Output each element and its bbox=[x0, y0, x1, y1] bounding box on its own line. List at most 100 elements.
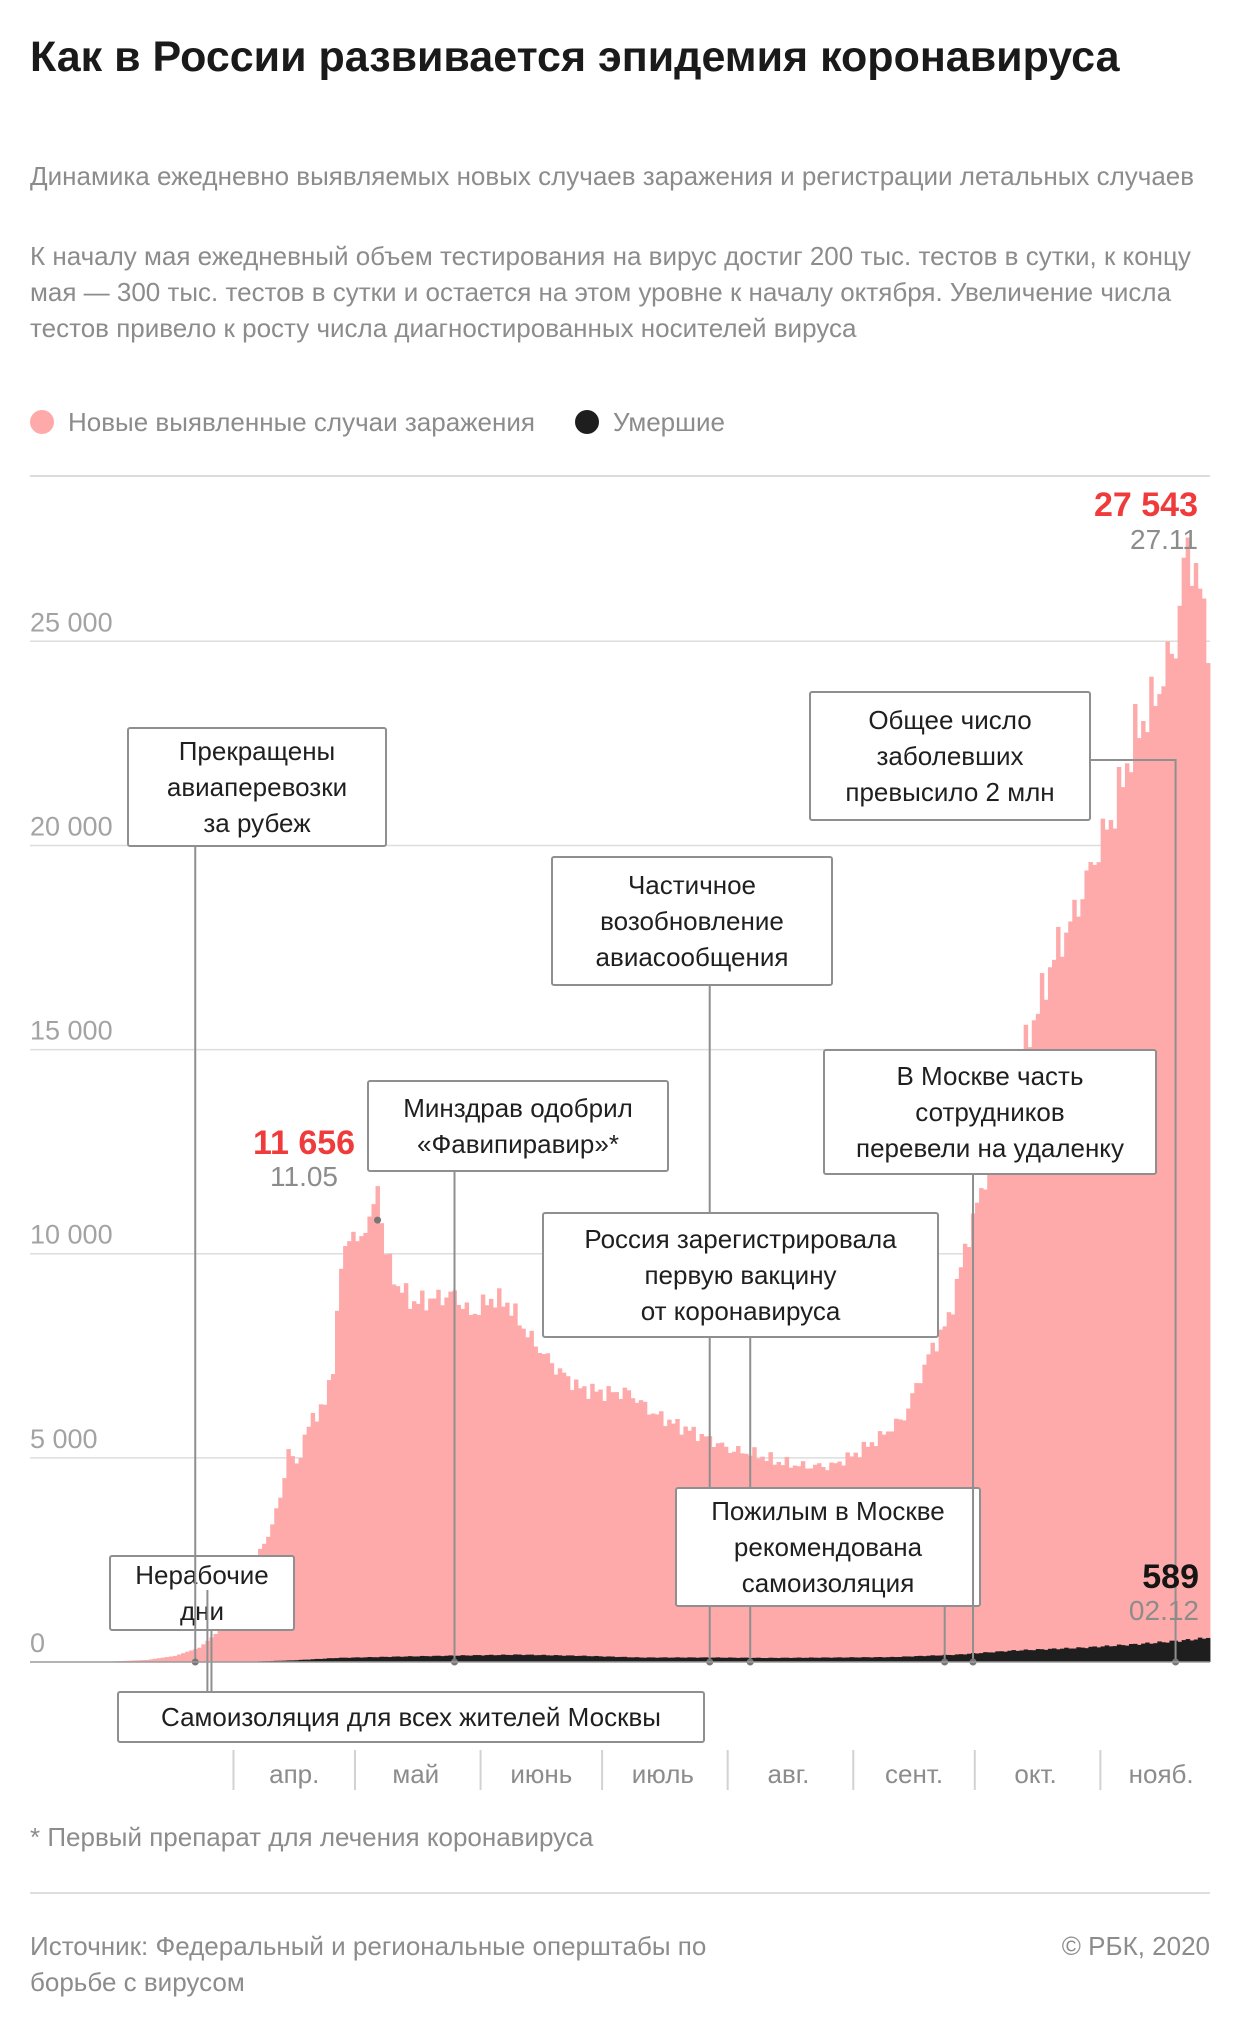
case-bar-25 bbox=[197, 1647, 202, 1662]
case-bar-109 bbox=[537, 1352, 542, 1662]
case-bar-135 bbox=[642, 1401, 648, 1662]
case-bar-136 bbox=[646, 1414, 652, 1662]
case-bar-267 bbox=[1177, 605, 1183, 1662]
death-bar-220 bbox=[987, 1652, 992, 1662]
case-bar-65 bbox=[359, 1236, 364, 1662]
case-bar-117 bbox=[569, 1390, 575, 1662]
death-bar-116 bbox=[565, 1655, 571, 1662]
case-bar-262 bbox=[1157, 694, 1162, 1662]
case-bar-271 bbox=[1193, 563, 1199, 1662]
case-bar-70 bbox=[379, 1223, 385, 1662]
death-bar-194 bbox=[881, 1657, 887, 1662]
death-bar-150 bbox=[703, 1657, 709, 1662]
death-bar-245 bbox=[1088, 1646, 1093, 1662]
annotation-box bbox=[542, 1212, 939, 1338]
death-bar-168 bbox=[776, 1658, 781, 1662]
death-bar-263 bbox=[1161, 1642, 1166, 1662]
death-bar-238 bbox=[1060, 1648, 1065, 1662]
death-bar-117 bbox=[569, 1655, 575, 1662]
death-bar-212 bbox=[954, 1654, 960, 1662]
annotation-text: Пожилым в Москве bbox=[711, 1496, 945, 1526]
case-bar-60 bbox=[339, 1268, 344, 1662]
case-bar-131 bbox=[626, 1390, 632, 1662]
death-bar-264 bbox=[1165, 1642, 1170, 1662]
death-bar-73 bbox=[391, 1656, 397, 1662]
case-bar-68 bbox=[371, 1204, 376, 1662]
death-bar-234 bbox=[1043, 1649, 1049, 1662]
legend-label-cases: Новые выявленные случаи заражения bbox=[68, 406, 535, 437]
death-bar-259 bbox=[1145, 1642, 1150, 1662]
death-bar-156 bbox=[727, 1657, 733, 1662]
death-bar-72 bbox=[387, 1657, 393, 1662]
death-bar-256 bbox=[1133, 1643, 1138, 1662]
highlight-value: 589 bbox=[1142, 1558, 1199, 1596]
case-bar-55 bbox=[318, 1404, 324, 1662]
death-bar-52 bbox=[306, 1659, 312, 1662]
death-bar-190 bbox=[865, 1657, 871, 1662]
death-bar-210 bbox=[946, 1654, 952, 1662]
footnote: * Первый препарат для лечения коронавиру… bbox=[30, 1822, 594, 1852]
death-bar-201 bbox=[910, 1656, 915, 1662]
annotation-leader bbox=[128, 775, 197, 1662]
death-bar-214 bbox=[962, 1654, 968, 1662]
case-bar-89 bbox=[456, 1304, 461, 1662]
death-bar-60 bbox=[339, 1657, 344, 1662]
case-bar-270 bbox=[1189, 585, 1195, 1662]
death-bar-191 bbox=[869, 1657, 875, 1662]
death-bar-202 bbox=[914, 1656, 919, 1662]
death-bar-54 bbox=[314, 1658, 320, 1662]
death-bar-225 bbox=[1007, 1650, 1012, 1662]
death-bar-80 bbox=[420, 1655, 425, 1662]
case-bar-229 bbox=[1023, 1024, 1029, 1662]
death-bar-127 bbox=[610, 1656, 615, 1662]
death-bar-143 bbox=[675, 1657, 680, 1662]
case-bar-10 bbox=[136, 1660, 141, 1662]
case-bar-246 bbox=[1092, 864, 1097, 1662]
case-bar-80 bbox=[420, 1290, 425, 1662]
death-bar-112 bbox=[549, 1655, 555, 1662]
death-bar-93 bbox=[472, 1655, 478, 1662]
death-bar-260 bbox=[1149, 1643, 1154, 1662]
death-bar-149 bbox=[699, 1657, 705, 1662]
death-bar-74 bbox=[395, 1656, 401, 1662]
annotation-box bbox=[127, 727, 387, 847]
death-bar-81 bbox=[424, 1656, 429, 1662]
case-bar-21 bbox=[181, 1653, 186, 1662]
case-bar-14 bbox=[152, 1658, 158, 1662]
death-bar-96 bbox=[484, 1655, 490, 1662]
death-bar-252 bbox=[1116, 1644, 1122, 1662]
death-bar-207 bbox=[934, 1655, 939, 1662]
month-label-нояб.: нояб. bbox=[1129, 1759, 1194, 1789]
case-bar-13 bbox=[148, 1659, 154, 1662]
annotations: Нерабочие дни Самоизоляция для всех жителе… bbox=[109, 486, 1199, 1743]
case-bar-94 bbox=[476, 1315, 482, 1662]
death-bar-57 bbox=[326, 1658, 332, 1662]
death-bar-164 bbox=[760, 1658, 765, 1662]
death-bar-166 bbox=[768, 1657, 773, 1662]
legend: Новые выявленные случаи заражения Умерши… bbox=[30, 404, 765, 440]
case-bar-11 bbox=[140, 1660, 146, 1662]
death-bar-195 bbox=[885, 1657, 891, 1662]
case-bar-79 bbox=[416, 1303, 421, 1662]
death-bar-126 bbox=[606, 1656, 611, 1662]
case-bar-35 bbox=[237, 1607, 243, 1662]
case-bar-127 bbox=[610, 1392, 615, 1662]
case-bar-104 bbox=[517, 1325, 522, 1662]
death-bar-62 bbox=[347, 1657, 352, 1662]
death-bar-147 bbox=[691, 1657, 696, 1662]
case-bar-108 bbox=[533, 1346, 538, 1662]
death-bar-123 bbox=[594, 1655, 599, 1662]
legend-swatch-cases bbox=[30, 410, 54, 434]
annotation-text: «Фавипиравир»* bbox=[417, 1129, 619, 1159]
death-bar-97 bbox=[488, 1654, 494, 1662]
annotation-box bbox=[367, 1080, 669, 1172]
legend-item-deaths: Умершие bbox=[574, 407, 725, 438]
death-bar-108 bbox=[533, 1655, 538, 1662]
case-bar-139 bbox=[659, 1411, 664, 1662]
death-bar-173 bbox=[796, 1657, 802, 1662]
highlight-date: 27.11 bbox=[1130, 524, 1198, 555]
case-bar-230 bbox=[1027, 1047, 1033, 1662]
death-bar-240 bbox=[1068, 1648, 1073, 1662]
death-bar-265 bbox=[1169, 1640, 1174, 1662]
case-bar-123 bbox=[594, 1391, 599, 1662]
